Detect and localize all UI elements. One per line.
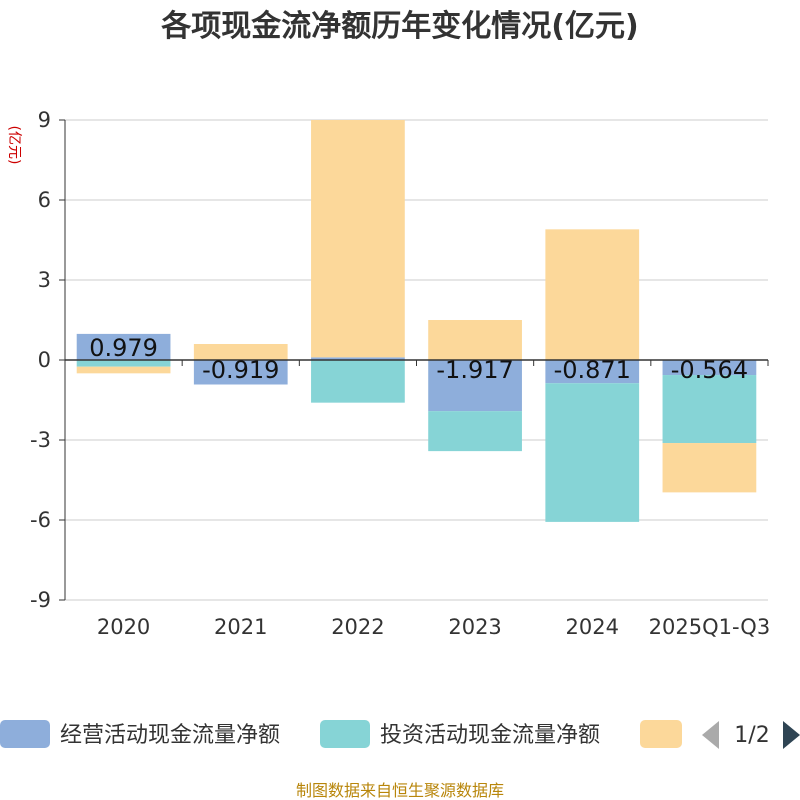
bar-operating-2022[interactable] [311,357,405,360]
legend-page-indicator: 1/2 [734,723,769,748]
legend-label-operating[interactable]: 经营活动现金流量净额 [60,723,280,748]
y-tick-label: 3 [38,268,51,292]
data-labels: 0.979 -0.919 -1.917 -0.871 -0.564 [89,334,748,384]
bar-operating-2023[interactable] [428,360,522,412]
bar-financing-2020[interactable] [76,366,171,374]
legend[interactable]: 经营活动现金流量净额 投资活动现金流量净额 1/2 [0,720,800,749]
y-tick-label: 9 [38,108,51,132]
data-label-2025Q1-Q3: -0.564 [671,356,748,384]
data-label-2023: -1.917 [436,356,513,384]
data-label-2020: 0.979 [89,334,158,362]
x-tick-label: 2021 [214,615,267,639]
axes: 9 6 3 0 -3 -6 -9 2020 2021 2022 2023 2024 2025Q1-Q3 [30,108,770,639]
bar-operating-2025Q1-Q3[interactable] [662,360,757,376]
bar-financing-2023[interactable] [428,320,522,360]
y-tick-label: 6 [38,188,51,212]
x-tick-label: 2024 [566,615,619,639]
bar-operating-2021[interactable] [193,360,288,385]
legend-prev-page-icon[interactable] [702,721,719,749]
bar-investing-2025Q1-Q3[interactable] [662,375,757,444]
x-tick-label: 2023 [448,615,501,639]
bar-financing-2022[interactable] [311,120,405,358]
y-tick-label: -3 [30,428,51,452]
bars [76,120,757,522]
bar-operating-2020[interactable] [76,333,171,360]
x-tick-label: 2022 [331,615,384,639]
data-label-2024: -0.871 [554,356,631,384]
legend-swatch-investing[interactable] [320,720,370,748]
bar-investing-2022[interactable] [311,360,405,403]
bar-investing-2020[interactable] [76,360,171,367]
bar-investing-2024[interactable] [545,383,640,522]
y-tick-label: 0 [38,348,51,372]
legend-label-investing[interactable]: 投资活动现金流量净额 [380,723,600,748]
legend-swatch-operating[interactable] [0,720,50,748]
chart-title: 各项现金流净额历年变化情况(亿元) [160,9,638,44]
bar-financing-2024[interactable] [545,229,640,360]
y-tick-label: -9 [30,588,51,612]
bar-financing-2021[interactable] [193,344,288,360]
bar-financing-2025Q1-Q3[interactable] [662,443,757,493]
bar-operating-2024[interactable] [545,360,640,384]
y-tick-label: -6 [30,508,51,532]
legend-next-page-icon[interactable] [783,721,800,749]
source-note: 制图数据来自恒生聚源数据库 [296,781,504,800]
x-tick-label: 2025Q1-Q3 [649,615,771,639]
legend-swatch-financing[interactable] [640,720,682,748]
bar-investing-2023[interactable] [428,411,522,452]
y-axis-label: (亿元) [6,126,22,165]
x-tick-label: 2020 [97,615,150,639]
data-label-2021: -0.919 [202,356,279,384]
